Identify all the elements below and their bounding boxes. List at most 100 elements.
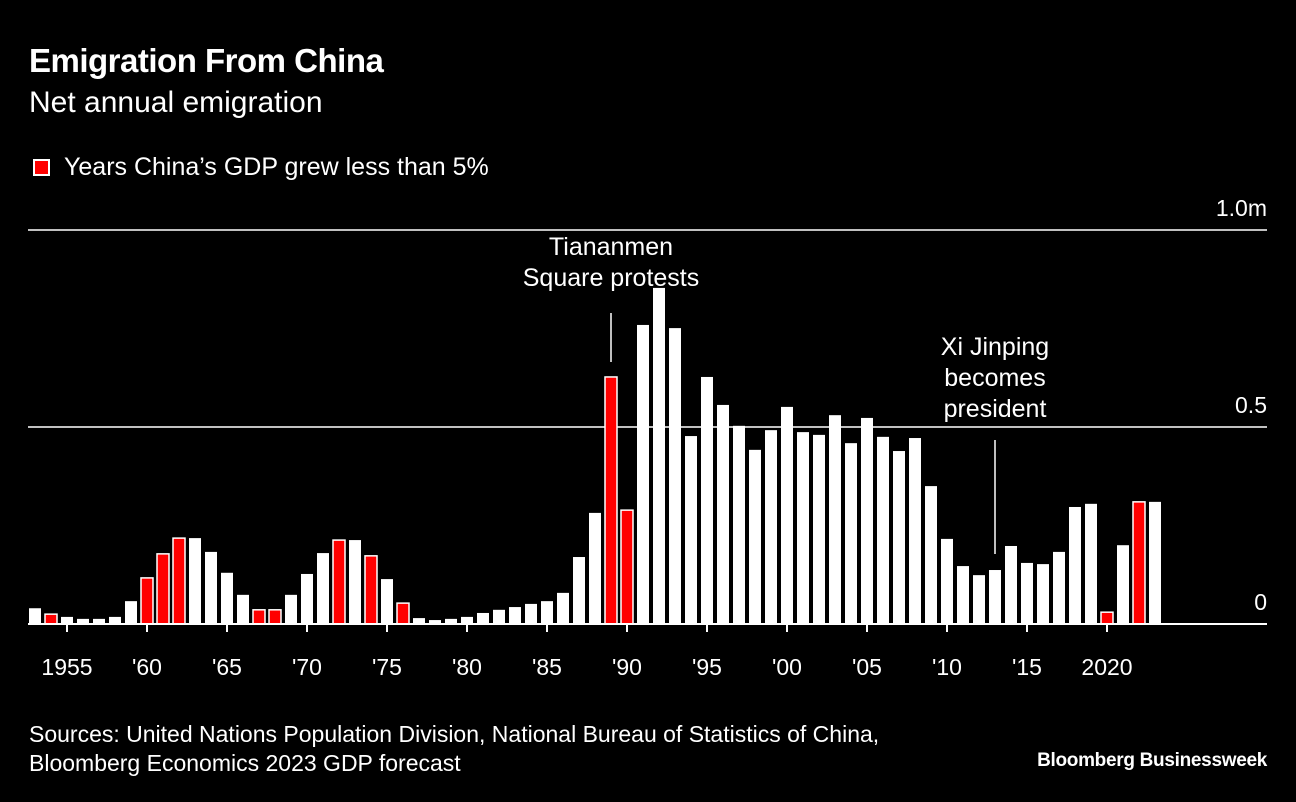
bar-2012	[973, 575, 985, 624]
x-tick-label: '85	[532, 654, 562, 680]
bar-low-growth-1961	[156, 553, 170, 625]
bar-2013	[989, 570, 1001, 624]
bar-2000	[781, 406, 793, 624]
x-tick-label: '15	[1012, 654, 1042, 680]
x-tick-label: '90	[612, 654, 642, 680]
bar-1978	[429, 620, 441, 624]
bar-2007	[893, 451, 905, 624]
annotation-text: becomes	[944, 364, 1045, 392]
legend-swatch-red	[33, 159, 50, 176]
bar-1995	[701, 376, 713, 624]
bar-1984	[525, 603, 537, 624]
bar-2009	[925, 486, 937, 624]
x-tick-label: '80	[452, 654, 482, 680]
bar-1969	[285, 594, 297, 624]
bar-2002	[813, 434, 825, 624]
bar-1964	[205, 551, 217, 624]
legend-label: Years China’s GDP grew less than 5%	[64, 153, 489, 181]
bar-1982	[493, 609, 505, 624]
bar-2023	[1149, 501, 1161, 624]
bar-low-growth-1967	[252, 609, 266, 625]
bar-2017	[1053, 551, 1065, 624]
bar-2006	[877, 436, 889, 624]
bar-1985	[541, 601, 553, 624]
x-tick-label: '00	[772, 654, 802, 680]
bar-2021	[1117, 545, 1129, 624]
bar-1958	[109, 616, 121, 624]
bar-low-growth-1954	[44, 613, 58, 625]
bar-1965	[221, 572, 233, 624]
bar-1983	[509, 607, 521, 624]
bar-low-growth-2020	[1100, 611, 1114, 625]
y-tick-label: 0.5	[1235, 392, 1267, 418]
bar-2011	[957, 566, 969, 624]
bar-low-growth-1989	[604, 376, 618, 625]
x-tick-label: '10	[932, 654, 962, 680]
bar-2004	[845, 443, 857, 624]
bar-1956	[77, 618, 89, 624]
bar-2003	[829, 415, 841, 624]
bar-2014	[1005, 545, 1017, 624]
bar-low-growth-1972	[332, 539, 346, 625]
bar-1971	[317, 553, 329, 624]
source-line-2: Bloomberg Economics 2023 GDP forecast	[29, 750, 461, 776]
x-tick-label: '65	[212, 654, 242, 680]
bar-1953	[29, 608, 41, 624]
annotation-text: president	[944, 395, 1047, 423]
bar-2016	[1037, 564, 1049, 624]
annotation-text: Tiananmen	[549, 233, 673, 261]
bar-1992	[653, 287, 665, 624]
bar-2001	[797, 432, 809, 624]
bar-low-growth-2022	[1132, 501, 1146, 625]
bar-1955	[61, 616, 73, 624]
bar-1959	[125, 601, 137, 624]
bar-1977	[413, 618, 425, 624]
bar-2010	[941, 538, 953, 624]
y-tick-label: 0	[1254, 589, 1267, 615]
bar-1994	[685, 436, 697, 624]
source-note: Sources: United Nations Population Divis…	[29, 720, 879, 778]
x-tick-label: '95	[692, 654, 722, 680]
y-tick-label: 1.0m	[1216, 195, 1267, 221]
chart-subtitle: Net annual emigration	[29, 86, 323, 119]
bar-1979	[445, 618, 457, 624]
bar-1997	[733, 425, 745, 624]
bar-1993	[669, 328, 681, 624]
chart-title: Emigration From China	[29, 42, 384, 79]
x-tick-label: 2020	[1081, 654, 1132, 680]
x-tick-label: '75	[372, 654, 402, 680]
legend: Years China’s GDP grew less than 5%	[33, 153, 489, 182]
bar-2005	[861, 417, 873, 624]
annotation-text: Square protests	[523, 264, 700, 292]
source-line-1: Sources: United Nations Population Divis…	[29, 721, 880, 747]
annotation-text: Xi Jinping	[941, 333, 1049, 361]
x-tick-label: '60	[132, 654, 162, 680]
bar-1966	[237, 594, 249, 624]
bar-2008	[909, 438, 921, 624]
bar-2019	[1085, 503, 1097, 624]
brand-logo: Bloomberg Businessweek	[1037, 750, 1267, 771]
bar-low-growth-1990	[620, 509, 634, 625]
bar-1963	[189, 538, 201, 624]
bar-1957	[93, 618, 105, 624]
x-tick-label: 1955	[41, 654, 92, 680]
bar-1980	[461, 616, 473, 624]
bar-1973	[349, 540, 361, 624]
bar-2015	[1021, 562, 1033, 624]
bar-1999	[765, 430, 777, 624]
bar-1991	[637, 324, 649, 624]
x-tick-label: '05	[852, 654, 882, 680]
bar-1975	[381, 579, 393, 624]
bar-1987	[573, 557, 585, 624]
bar-low-growth-1968	[268, 609, 282, 625]
bar-1970	[301, 573, 313, 624]
bar-1998	[749, 449, 761, 624]
bar-low-growth-1960	[140, 577, 154, 625]
bar-1996	[717, 404, 729, 624]
x-tick-label: '70	[292, 654, 322, 680]
bar-low-growth-1976	[396, 602, 410, 625]
bar-2018	[1069, 506, 1081, 624]
bar-1986	[557, 592, 569, 624]
bar-1988	[589, 512, 601, 624]
